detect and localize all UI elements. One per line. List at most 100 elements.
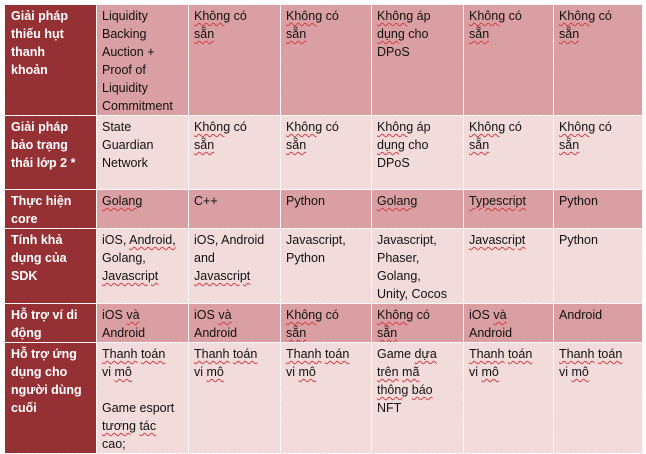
spellcheck-underline: Không (469, 120, 506, 134)
spellcheck-underline: sẵn (559, 27, 580, 41)
spellcheck-underline: Không (286, 120, 323, 134)
row-header-line: Giải pháp (11, 120, 68, 134)
spellcheck-underline: Thanh (194, 347, 230, 361)
cell-text-line: Backing (102, 27, 147, 41)
cell-text-line: DPoS (377, 45, 410, 59)
spellcheck-underline: tác (139, 419, 157, 433)
cell-text-line: thông báo (377, 381, 459, 399)
cell-text-line: and (194, 251, 215, 265)
cell-text-line: Auction + (102, 45, 155, 59)
cell-text-line: sẵn (286, 324, 367, 342)
cell-text-line: dụng cho (377, 138, 429, 152)
table-cell: iOS và Android (188, 303, 281, 343)
cell-text-line: Python (286, 251, 325, 265)
cell-text-line: sẵn (559, 136, 638, 154)
row-header-line: bảo trạng (11, 138, 68, 152)
cell-text-line: sẵn (286, 136, 367, 154)
spellcheck-underline: và (493, 308, 507, 322)
row-header-line: core (11, 212, 38, 226)
cell-text-line: dụng cho (377, 27, 429, 41)
table-cell: Golang (371, 189, 464, 229)
table-cell: iOS, Android, Golang, Javascript (96, 228, 189, 304)
cell-text-line: sẵn (377, 324, 459, 342)
table-cell: Android (553, 303, 643, 343)
spellcheck-underline: sẵn (286, 138, 307, 152)
cell-text-line: Python (559, 194, 598, 208)
cell-text-line: Proof of (102, 63, 146, 77)
cell-text-line: DPoS (377, 156, 410, 170)
spellcheck-underline: Thanh (469, 347, 505, 361)
cell-text-line: Không có (377, 308, 430, 322)
spellcheck-underline: Không (559, 120, 596, 134)
spellcheck-underline: Không (377, 308, 414, 322)
spellcheck-underline: mô (298, 365, 316, 379)
cell-text-line: Không có (559, 9, 612, 23)
table-cell: Javascript (463, 228, 554, 304)
spellcheck-underline: dựa (414, 347, 437, 361)
cell-text-line: Android (102, 326, 146, 340)
cell-text-line: iOS và (469, 308, 507, 322)
cell-text-line: Không áp (377, 120, 431, 134)
table-cell: Không có sẵn (280, 4, 372, 116)
table-cell: Không có sẵn (188, 4, 281, 116)
cell-text-line: sẵn (194, 25, 276, 43)
cell-text-line: Không có (194, 120, 247, 134)
table-cell: Không có sẵn (463, 4, 554, 116)
cell-text-line: Python (286, 194, 325, 208)
cell-text-line: iOS và (194, 308, 232, 322)
cell-text-line: vi mô (102, 365, 132, 379)
table-cell: Thanh toán vi mô (463, 342, 554, 454)
spellcheck-underline: Javascript (102, 269, 159, 283)
spellcheck-underline: Không (559, 9, 596, 23)
cell-text-line: Javascript (194, 267, 276, 285)
cell-text-line: Golang (102, 192, 184, 210)
cell-text-line: Android (559, 308, 603, 322)
cell-text-line: Không có (469, 120, 522, 134)
cell-text-line: Không có (469, 9, 522, 23)
spellcheck-underline: Golang (102, 194, 143, 208)
table-cell: Không có sẵn (188, 115, 281, 190)
table-body: Giải pháp thiếu hụt thanh khoản Liquidity Bac… (4, 4, 643, 454)
row-header-line: thiếu hụt (11, 27, 64, 41)
cell-text-line: iOS, Android (194, 233, 265, 247)
cell-text-line: trên mã (377, 363, 459, 381)
cell-text-line: Javascript (102, 267, 184, 285)
cell-text-line: NFT (377, 401, 402, 415)
cell-text-line: Không có (194, 9, 247, 23)
spellcheck-underline: và (126, 308, 140, 322)
cell-text-line: Không có (286, 120, 339, 134)
table-cell: Thanh toán vi mô (280, 342, 372, 454)
spellcheck-underline: sẵn (194, 27, 215, 41)
table-cell: Typescript (463, 189, 554, 229)
cell-text-line: Phaser, (377, 251, 420, 265)
row-header: Giải pháp thiếu hụt thanh khoản (4, 4, 97, 116)
spellcheck-underline: Typescript (469, 194, 526, 208)
row-header: Hỗ trợ ví di động (4, 303, 97, 343)
table-cell: Python (553, 189, 643, 229)
cell-text-line: Javascript, (377, 233, 437, 247)
cell-text-line: vi mô (469, 365, 499, 379)
row-header: Tính khả dụng của SDK (4, 228, 97, 304)
table-cell: Python (280, 189, 372, 229)
spellcheck-underline: trên (377, 365, 399, 379)
cell-text-line: Guardian (102, 138, 154, 152)
spellcheck-underline: mô (481, 365, 499, 379)
row-header-line: Thực hiện (11, 194, 72, 208)
row-header-line: động (11, 326, 42, 340)
spellcheck-underline: sẵn (469, 27, 490, 41)
cell-text-line: Unity, Cocos (377, 287, 447, 301)
table-row: Hỗ trợ ứng dụng cho người dùng cuối Thanh to… (4, 342, 643, 454)
cell-text-line: sẵn (469, 136, 549, 154)
cell-text-line: Android (469, 326, 513, 340)
row-header-line: người dùng (11, 383, 82, 397)
table-cell: Javascript, Python (280, 228, 372, 304)
cell-text-line: iOS, Android, (102, 233, 176, 247)
spellcheck-underline: Javascript (469, 233, 526, 247)
row-header-line: dụng cho (11, 365, 68, 379)
table-cell: iOS và Android (463, 303, 554, 343)
spellcheck-underline: Thanh (102, 347, 138, 361)
spellcheck-underline: và (218, 308, 232, 322)
table-cell: Thanh toán vi mô (553, 342, 643, 454)
spellcheck-underline: dụng (377, 138, 405, 152)
spellcheck-underline: sẵn (286, 27, 307, 41)
